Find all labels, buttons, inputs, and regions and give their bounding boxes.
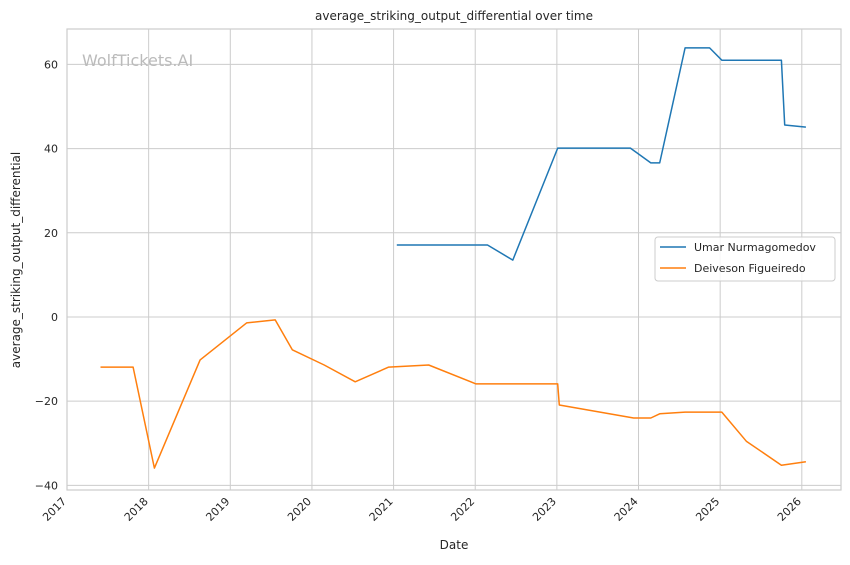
x-tick-label: 2021	[367, 495, 396, 524]
y-tick-label: 0	[51, 311, 58, 324]
y-tick-label: 40	[44, 143, 58, 156]
chart-title: average_striking_output_differential ove…	[315, 9, 593, 23]
y-tick-label: 20	[44, 227, 58, 240]
series-line-0	[396, 47, 806, 261]
x-tick-label: 2023	[530, 495, 559, 524]
x-tick-label: 2026	[775, 495, 804, 524]
plot-frame	[66, 28, 842, 491]
y-axis-label: average_striking_output_differential	[9, 152, 23, 368]
legend: Umar Nurmagomedov Deiveson Figueiredo	[654, 236, 836, 282]
y-tick-labels: −40 −20 0 20 40 60	[35, 58, 58, 492]
grid	[66, 29, 841, 490]
x-axis-label: Date	[440, 538, 469, 552]
watermark: WolfTickets.AI	[82, 51, 193, 70]
y-tick-label: 60	[44, 58, 58, 71]
series-lines	[100, 47, 807, 469]
y-tick-label: −20	[35, 395, 58, 408]
x-tick-label: 2018	[122, 495, 151, 524]
x-tick-label: 2017	[40, 495, 69, 524]
x-tick-label: 2024	[612, 495, 641, 524]
x-tick-labels: 2017 2018 2019 2020 2021 2022 2023 2024 2025 2026	[40, 495, 804, 524]
legend-label-deiveson: Deiveson Figueiredo	[694, 262, 806, 275]
y-tick-label: −40	[35, 479, 58, 492]
series-line-1	[100, 319, 807, 469]
x-tick-label: 2020	[285, 495, 314, 524]
x-tick-label: 2022	[448, 495, 477, 524]
x-tick-label: 2025	[693, 495, 722, 524]
x-tick-label: 2019	[203, 495, 232, 524]
legend-label-umar: Umar Nurmagomedov	[694, 241, 816, 254]
